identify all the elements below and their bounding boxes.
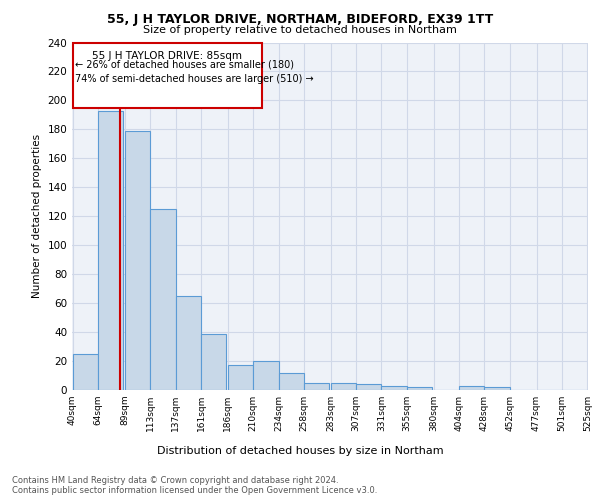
Bar bbox=[98, 110, 124, 390]
Bar bbox=[459, 386, 484, 390]
Text: 55, J H TAYLOR DRIVE, NORTHAM, BIDEFORD, EX39 1TT: 55, J H TAYLOR DRIVE, NORTHAM, BIDEFORD,… bbox=[107, 12, 493, 26]
Bar bbox=[407, 387, 433, 390]
Bar bbox=[227, 366, 253, 390]
Bar bbox=[125, 131, 150, 390]
Text: Contains public sector information licensed under the Open Government Licence v3: Contains public sector information licen… bbox=[12, 486, 377, 495]
Bar bbox=[150, 209, 176, 390]
Text: 55 J H TAYLOR DRIVE: 85sqm: 55 J H TAYLOR DRIVE: 85sqm bbox=[92, 51, 242, 61]
Text: Distribution of detached houses by size in Northam: Distribution of detached houses by size … bbox=[157, 446, 443, 456]
Text: Contains HM Land Registry data © Crown copyright and database right 2024.: Contains HM Land Registry data © Crown c… bbox=[12, 476, 338, 485]
Bar bbox=[304, 383, 329, 390]
Bar bbox=[484, 387, 510, 390]
Bar bbox=[73, 42, 262, 108]
Text: 74% of semi-detached houses are larger (510) →: 74% of semi-detached houses are larger (… bbox=[74, 74, 313, 85]
Bar bbox=[73, 354, 98, 390]
Bar bbox=[176, 296, 201, 390]
Y-axis label: Number of detached properties: Number of detached properties bbox=[32, 134, 42, 298]
Text: ← 26% of detached houses are smaller (180): ← 26% of detached houses are smaller (18… bbox=[74, 60, 293, 70]
Bar bbox=[201, 334, 226, 390]
Bar bbox=[278, 372, 304, 390]
Text: Size of property relative to detached houses in Northam: Size of property relative to detached ho… bbox=[143, 25, 457, 35]
Bar bbox=[253, 361, 278, 390]
Bar bbox=[331, 383, 356, 390]
Bar bbox=[356, 384, 382, 390]
Bar bbox=[382, 386, 407, 390]
